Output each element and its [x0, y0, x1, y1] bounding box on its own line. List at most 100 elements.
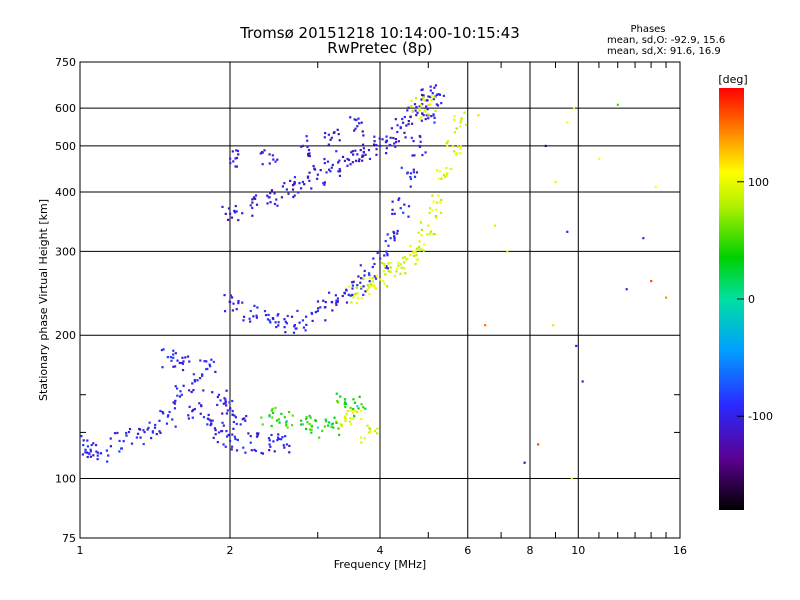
echo-point-cluster: [175, 387, 179, 390]
echo-point-cluster: [227, 207, 231, 210]
echo-point-cluster: [432, 233, 435, 236]
echo-point-cluster: [327, 424, 330, 427]
echo-point-cluster: [455, 127, 458, 130]
echo-point-cluster: [290, 424, 294, 427]
echo-point-cluster: [286, 426, 289, 429]
echo-point-cluster: [393, 142, 396, 145]
echo-point-cluster: [109, 445, 113, 448]
echo-point-cluster: [391, 212, 394, 216]
echo-point-cluster: [285, 424, 288, 427]
echo-point: [316, 426, 319, 429]
echo-point-cluster: [174, 425, 177, 428]
x-axis-ticks: 1 2 4 6 8 10 16: [77, 62, 687, 557]
echo-point-cluster: [267, 313, 270, 316]
echo-point-cluster: [326, 160, 330, 163]
echo-point-cluster: [433, 86, 436, 89]
echo-point-cluster: [276, 438, 279, 442]
echo-point-cluster: [308, 152, 311, 155]
echo-point: [301, 423, 305, 426]
echo-point-cluster: [291, 184, 295, 187]
echo-point-sparse: [536, 443, 540, 446]
echo-point-cluster: [305, 323, 308, 327]
echo-point-cluster: [359, 277, 363, 280]
echo-point: [409, 253, 412, 257]
echo-point-cluster: [357, 275, 360, 278]
echo-point-cluster: [247, 432, 250, 435]
echo-point-cluster: [159, 431, 162, 434]
echo-point-cluster: [355, 302, 359, 305]
y-axis-ticks: 75 100 200 300 400 500 600 750: [55, 56, 680, 545]
echo-point-cluster: [360, 121, 363, 124]
echo-point-cluster: [308, 179, 311, 182]
echo-point: [379, 278, 382, 281]
echo-point: [399, 207, 402, 210]
x-gridlines: [229, 62, 579, 538]
echo-point-cluster: [420, 115, 423, 119]
x-tick-label: 2: [227, 544, 234, 557]
echo-point-cluster: [324, 300, 327, 304]
colorbar-label: [deg]: [718, 73, 747, 86]
echo-point-cluster: [311, 319, 314, 322]
echo-point-cluster: [231, 433, 234, 436]
echo-point-cluster: [259, 152, 262, 155]
echo-point-cluster: [375, 143, 378, 147]
echo-point-cluster: [318, 436, 321, 439]
echo-point: [356, 410, 359, 414]
echo-point-cluster: [236, 149, 240, 153]
echo-point-cluster: [404, 272, 407, 275]
echo-point-cluster: [384, 273, 387, 276]
echo-point-cluster: [383, 282, 386, 285]
echo-point: [379, 144, 382, 148]
echo-point-cluster: [356, 296, 360, 299]
echo-point-cluster: [174, 352, 177, 355]
echo-point-cluster: [263, 149, 266, 152]
echo-point-cluster: [400, 166, 403, 169]
echo-point-cluster: [182, 384, 185, 387]
echo-point-cluster: [179, 390, 182, 393]
echo-point-cluster: [335, 299, 338, 302]
echo-point-cluster: [373, 135, 376, 138]
echo-point-cluster: [272, 440, 275, 443]
echo-point-cluster: [385, 147, 388, 150]
echo-point: [427, 95, 430, 98]
echo-point-cluster: [173, 402, 177, 405]
echo-point-cluster: [303, 183, 306, 186]
echo-point-cluster: [174, 385, 177, 388]
echo-point-cluster: [172, 353, 175, 356]
echo-point-cluster: [136, 432, 140, 435]
echo-point-cluster: [322, 299, 325, 302]
y-tick-label: 100: [55, 473, 76, 486]
echo-point-cluster: [338, 170, 342, 173]
echo-point: [409, 175, 412, 179]
x-tick-label: 1: [77, 544, 84, 557]
echo-point-cluster: [413, 154, 416, 157]
echo-point-cluster: [360, 403, 363, 406]
echo-point-cluster: [182, 360, 185, 363]
echo-point-cluster: [415, 258, 419, 261]
echo-point-cluster: [386, 285, 389, 288]
echo-point-cluster: [289, 179, 292, 182]
echo-point-cluster: [275, 419, 279, 422]
echo-point-cluster: [330, 301, 334, 304]
echo-point-cluster: [376, 251, 379, 255]
echo-point: [268, 319, 271, 322]
echo-point-cluster: [261, 151, 264, 154]
echo-point-cluster: [353, 118, 356, 121]
echo-point-cluster: [343, 291, 346, 294]
echo-point-cluster: [244, 451, 247, 454]
echo-point-cluster: [352, 407, 355, 411]
echo-point-cluster: [363, 269, 366, 273]
y-tick-label: 600: [55, 102, 76, 115]
echo-point-cluster: [255, 203, 259, 206]
echo-point: [418, 105, 421, 108]
echo-point-cluster: [392, 136, 395, 140]
echo-point: [367, 286, 371, 289]
echo-point-cluster: [375, 432, 379, 435]
echo-point-cluster: [351, 411, 355, 414]
echo-point-cluster: [271, 411, 275, 415]
echo-point-cluster: [277, 433, 280, 436]
echo-point-cluster: [229, 407, 232, 410]
echo-point-cluster: [252, 315, 255, 318]
echo-point-cluster: [276, 158, 279, 161]
